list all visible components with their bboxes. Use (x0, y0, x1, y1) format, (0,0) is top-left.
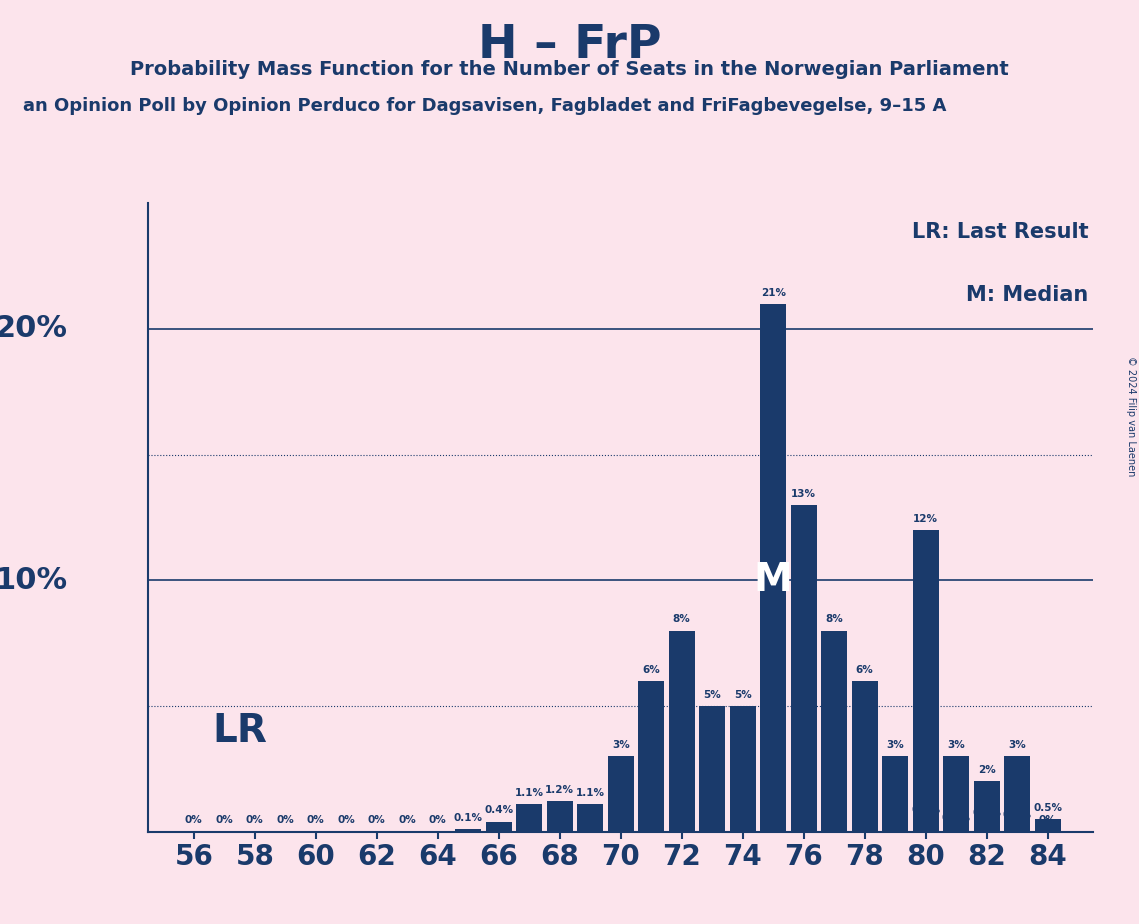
Text: H – FrP: H – FrP (477, 23, 662, 68)
Text: 0%: 0% (399, 815, 416, 825)
Bar (669, 630, 695, 832)
Text: 0%: 0% (246, 815, 264, 825)
Bar (730, 706, 755, 832)
Text: 0.1%: 0.1% (453, 813, 483, 822)
Bar (1034, 819, 1060, 832)
Text: 13%: 13% (792, 489, 817, 499)
Text: 5%: 5% (734, 689, 752, 699)
Bar (760, 304, 786, 832)
Bar (790, 505, 817, 832)
Text: 0.1%: 0.1% (942, 813, 970, 822)
Bar (852, 681, 878, 832)
Text: © 2024 Filip van Laenen: © 2024 Filip van Laenen (1126, 356, 1136, 476)
Bar (974, 782, 1000, 832)
Text: 0.4%: 0.4% (911, 805, 941, 815)
Text: 6%: 6% (642, 664, 661, 675)
Text: 0%: 0% (368, 815, 386, 825)
Text: 0.3%: 0.3% (973, 808, 1001, 818)
Text: 20%: 20% (0, 314, 67, 344)
Text: 0.4%: 0.4% (484, 805, 514, 815)
Text: 0%: 0% (429, 815, 446, 825)
Text: M: M (754, 561, 793, 600)
Text: 3%: 3% (948, 740, 965, 750)
Bar (486, 821, 511, 832)
Text: 10%: 10% (0, 565, 67, 595)
Text: 1.2%: 1.2% (546, 785, 574, 796)
Text: LR: LR (212, 712, 267, 750)
Text: 8%: 8% (673, 614, 690, 625)
Bar (638, 681, 664, 832)
Text: 1.1%: 1.1% (515, 787, 543, 797)
Text: an Opinion Poll by Opinion Perduco for Dagsavisen, Fagbladet and FriFagbevegelse: an Opinion Poll by Opinion Perduco for D… (23, 97, 947, 115)
Text: M: Median: M: Median (967, 285, 1089, 305)
Text: 0.5%: 0.5% (1033, 803, 1063, 813)
Text: LR: Last Result: LR: Last Result (912, 222, 1089, 242)
Text: Probability Mass Function for the Number of Seats in the Norwegian Parliament: Probability Mass Function for the Number… (130, 60, 1009, 79)
Text: 21%: 21% (761, 287, 786, 298)
Text: 0%: 0% (277, 815, 294, 825)
Bar (1005, 756, 1030, 832)
Bar (547, 801, 573, 832)
Text: 8%: 8% (826, 614, 843, 625)
Text: 0.2%: 0.2% (1002, 810, 1032, 821)
Text: 3%: 3% (1008, 740, 1026, 750)
Bar (608, 756, 633, 832)
Text: 0%: 0% (337, 815, 355, 825)
Text: 0%: 0% (306, 815, 325, 825)
Text: 0%: 0% (1039, 815, 1057, 825)
Text: 5%: 5% (704, 689, 721, 699)
Text: 6%: 6% (855, 664, 874, 675)
Text: 1.1%: 1.1% (575, 787, 605, 797)
Bar (456, 829, 482, 832)
Bar (912, 530, 939, 832)
Bar (943, 756, 969, 832)
Text: 0%: 0% (215, 815, 233, 825)
Text: 0%: 0% (185, 815, 203, 825)
Text: 12%: 12% (913, 514, 939, 524)
Bar (821, 630, 847, 832)
Bar (883, 756, 908, 832)
Bar (699, 706, 726, 832)
Text: 3%: 3% (886, 740, 904, 750)
Bar (577, 804, 604, 832)
Bar (516, 804, 542, 832)
Text: 3%: 3% (612, 740, 630, 750)
Text: 2%: 2% (977, 765, 995, 775)
